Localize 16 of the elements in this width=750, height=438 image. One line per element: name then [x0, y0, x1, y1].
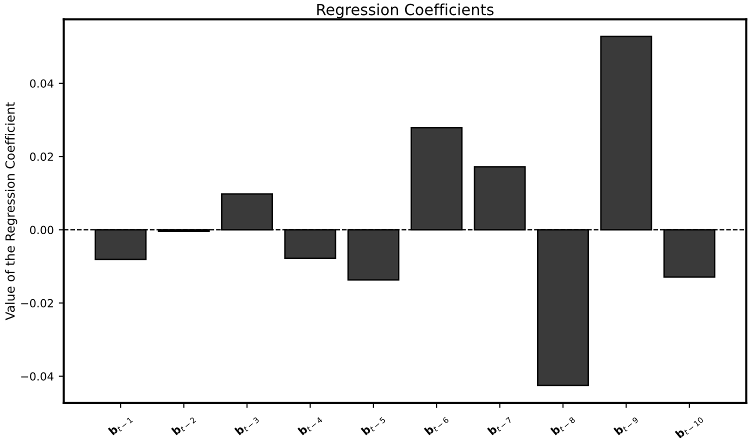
y-tick-label: 0.00	[30, 226, 54, 234]
x-tick-label: b$_{t−3}$	[234, 413, 260, 437]
y-tick-label: −0.02	[21, 298, 53, 308]
chart-title: Regression Coefficients	[317, 3, 494, 18]
x-tick-label: b$_{t−7}$	[487, 413, 512, 437]
x-tick-label: b$_{t−1}$	[108, 413, 133, 437]
x-tick-label: b$_{t−2}$	[171, 413, 196, 437]
x-tick-label: b$_{t−4}$	[298, 413, 323, 437]
x-tick-label: b$_{t−5}$	[360, 413, 386, 437]
y-tick-label: 0.02	[30, 152, 53, 161]
x-tick-label: b$_{t−6}$	[424, 413, 450, 437]
y-axis-title: Value of the Regression Coefficient	[5, 102, 18, 320]
x-tick-label: b$_{t−8}$	[550, 413, 576, 437]
x-tick-label: b$_{t−9}$	[613, 413, 639, 437]
y-tick-label: −0.04	[21, 372, 54, 381]
y-tick-label: 0.04	[30, 79, 54, 88]
